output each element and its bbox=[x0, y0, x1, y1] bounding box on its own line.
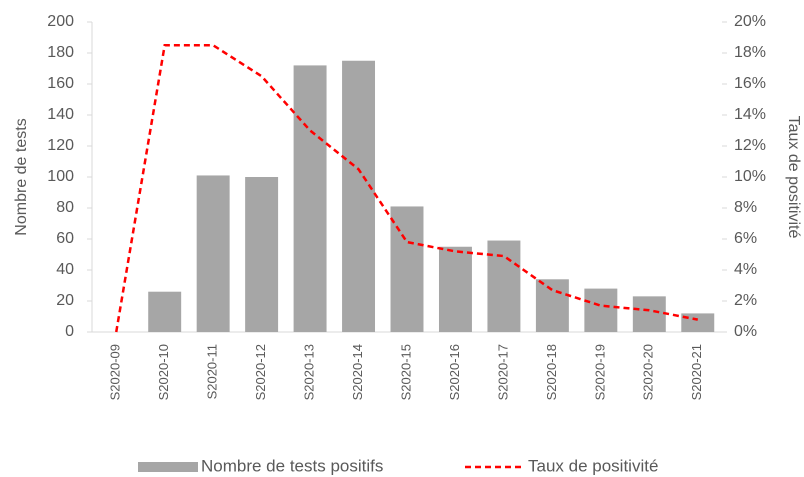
y-tick-label: 180 bbox=[47, 44, 74, 61]
bar bbox=[487, 240, 521, 332]
y-tick-label: 100 bbox=[47, 168, 74, 185]
legend-swatch bbox=[138, 462, 198, 472]
x-tick-label: S2020-17 bbox=[495, 344, 510, 400]
bar bbox=[632, 296, 666, 332]
y2-tick-label: 8% bbox=[734, 199, 757, 216]
y-tick-label: 40 bbox=[56, 261, 74, 278]
y-tick-label: 160 bbox=[47, 75, 74, 92]
y-tick-label: 200 bbox=[47, 13, 74, 30]
bar bbox=[390, 206, 424, 332]
bar bbox=[681, 313, 715, 332]
y-axis-title: Nombre de tests bbox=[13, 118, 30, 235]
y2-tick-label: 14% bbox=[734, 106, 766, 123]
y2-tick-label: 18% bbox=[734, 44, 766, 61]
bar bbox=[342, 60, 376, 332]
x-tick-label: S2020-14 bbox=[350, 344, 365, 400]
y-tick-label: 0 bbox=[65, 323, 74, 340]
bar bbox=[196, 175, 230, 332]
x-tick-label: S2020-18 bbox=[544, 344, 559, 400]
y2-tick-label: 10% bbox=[734, 168, 766, 185]
x-tick-label: S2020-21 bbox=[689, 344, 704, 400]
x-tick-label: S2020-20 bbox=[641, 344, 656, 400]
y-tick-label: 80 bbox=[56, 199, 74, 216]
y2-tick-label: 6% bbox=[734, 230, 757, 247]
x-tick-label: S2020-13 bbox=[302, 344, 317, 400]
bar bbox=[535, 279, 569, 332]
legend-label: Taux de positivité bbox=[528, 456, 658, 475]
bar bbox=[293, 65, 327, 333]
bar bbox=[245, 177, 279, 332]
y2-tick-label: 4% bbox=[734, 261, 757, 278]
x-tick-label: S2020-16 bbox=[447, 344, 462, 400]
x-tick-label: S2020-11 bbox=[205, 344, 220, 399]
y-tick-label: 140 bbox=[47, 106, 74, 123]
x-tick-label: S2020-10 bbox=[156, 344, 171, 400]
x-tick-label: S2020-09 bbox=[108, 344, 123, 400]
y2-tick-label: 2% bbox=[734, 292, 757, 309]
legend-label: Nombre de tests positifs bbox=[201, 456, 383, 475]
y2-tick-label: 16% bbox=[734, 75, 766, 92]
y2-tick-label: 0% bbox=[734, 323, 757, 340]
bar bbox=[584, 288, 618, 332]
bar bbox=[438, 246, 472, 332]
x-tick-label: S2020-19 bbox=[592, 344, 607, 400]
y-tick-label: 60 bbox=[56, 230, 74, 247]
x-tick-label: S2020-15 bbox=[398, 344, 413, 400]
y-tick-label: 20 bbox=[56, 292, 74, 309]
y-tick-label: 120 bbox=[47, 137, 74, 154]
y2-tick-label: 20% bbox=[734, 13, 766, 30]
x-tick-label: S2020-12 bbox=[253, 344, 268, 400]
bar bbox=[148, 291, 182, 332]
y2-axis-title: Taux de positivité bbox=[785, 116, 802, 239]
y2-tick-label: 12% bbox=[734, 137, 766, 154]
